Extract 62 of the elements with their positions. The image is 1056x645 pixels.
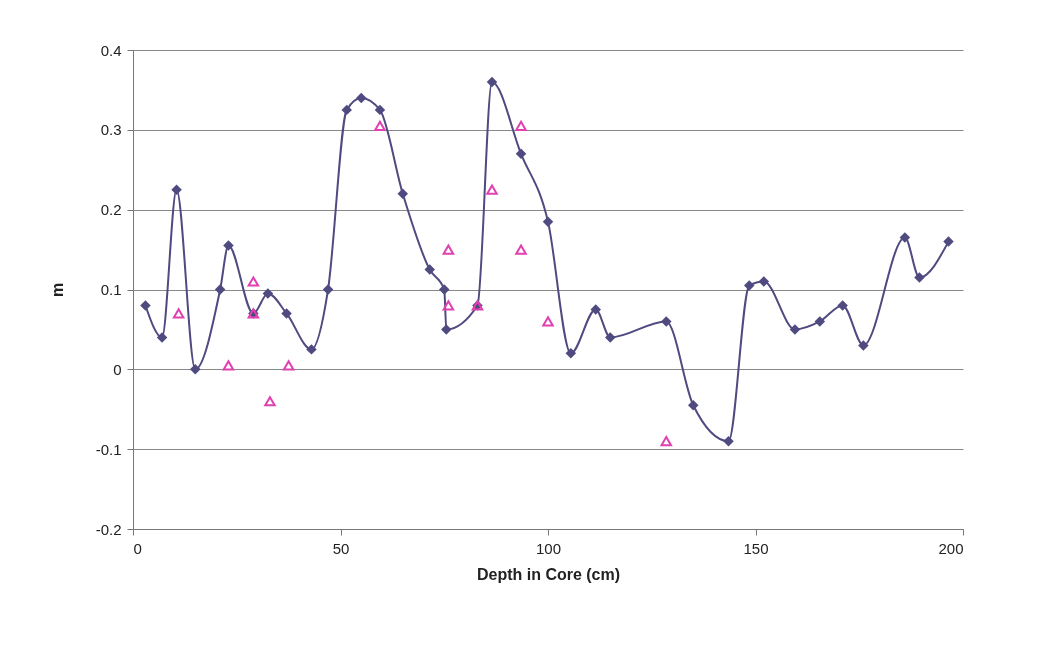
point <box>515 120 527 131</box>
point <box>264 396 276 407</box>
point <box>282 360 295 371</box>
point <box>424 264 435 275</box>
x-tick-label: 100 <box>535 539 562 557</box>
point <box>723 435 734 447</box>
point <box>837 300 848 311</box>
point <box>542 216 554 227</box>
y-tick-label: 0.1 <box>100 281 122 298</box>
point <box>156 332 168 343</box>
point <box>661 316 672 327</box>
point <box>306 344 317 355</box>
y-tick-label: 0.2 <box>100 201 122 219</box>
point <box>214 284 226 295</box>
point <box>356 92 367 104</box>
point <box>322 284 334 295</box>
point <box>590 304 601 315</box>
y-tick-label: -0.1 <box>95 440 122 458</box>
point <box>515 244 527 255</box>
point <box>565 348 577 359</box>
x-axis-title: Depth in Core (cm) <box>476 565 621 583</box>
x-tick-label: 0 <box>133 539 142 557</box>
point <box>397 188 408 199</box>
point <box>281 308 292 319</box>
point <box>605 332 616 343</box>
point <box>486 76 498 88</box>
point <box>190 364 201 375</box>
point <box>858 340 869 351</box>
point <box>914 272 925 283</box>
point <box>542 316 554 327</box>
point <box>744 280 755 291</box>
y-tick-label: 0 <box>113 360 122 378</box>
y-tick-label: 0.3 <box>100 121 122 139</box>
x-tick-label: 150 <box>743 539 769 557</box>
point <box>140 300 151 311</box>
point <box>172 308 185 319</box>
point <box>262 288 274 299</box>
point <box>660 436 673 447</box>
point <box>688 400 699 411</box>
point <box>247 276 260 287</box>
point <box>223 240 234 251</box>
point <box>341 104 352 116</box>
point <box>222 360 235 371</box>
point <box>442 300 455 311</box>
point <box>374 120 386 131</box>
point <box>814 316 826 327</box>
point <box>171 184 182 195</box>
y-axis-title: m <box>48 282 66 298</box>
point <box>439 284 450 295</box>
point <box>758 276 770 287</box>
point <box>442 244 455 255</box>
point <box>515 148 527 160</box>
point <box>374 104 386 116</box>
x-tick-label: 50 <box>332 539 350 557</box>
x-tick-label: 200 <box>938 539 964 557</box>
point <box>899 232 911 243</box>
point <box>486 184 498 195</box>
point <box>441 324 452 335</box>
y-tick-label: 0.4 <box>100 41 122 59</box>
point <box>789 324 801 335</box>
y-tick-label: -0.2 <box>95 520 122 538</box>
point <box>943 236 954 247</box>
